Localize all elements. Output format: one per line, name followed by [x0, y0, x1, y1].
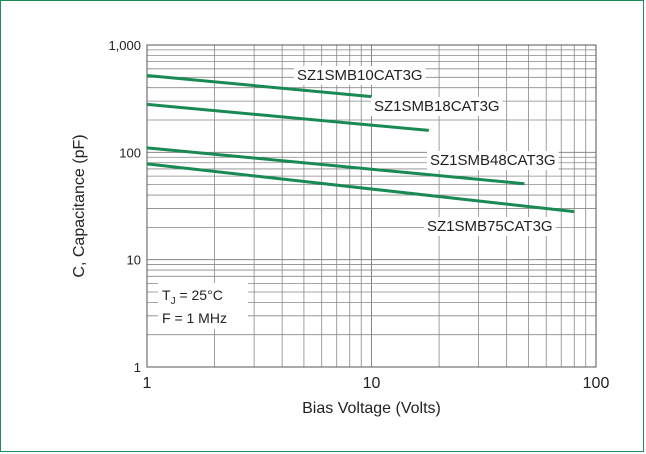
junction-temperature-label: TJ = 25°C [162, 287, 223, 307]
series-label-bg [424, 217, 556, 236]
plot-border [146, 44, 597, 368]
series-line [146, 73, 372, 99]
x-axis-label: Bias Voltage (Volts) [302, 400, 441, 417]
series-label-bg [294, 66, 426, 85]
series-label: SZ1SMB18CAT3G [374, 98, 500, 115]
series-line [146, 146, 525, 186]
series-line [146, 162, 575, 214]
y-tick-label: 1 [134, 360, 141, 375]
series-label: SZ1SMB48CAT3G [430, 152, 556, 169]
x-tick-label: 1 [143, 375, 152, 392]
x-tick-label: 100 [583, 375, 610, 392]
test-conditions-box [158, 283, 248, 329]
series-lines [146, 73, 575, 214]
frequency-label: F = 1 MHz [162, 310, 227, 326]
tj-prefix: T [162, 287, 171, 303]
series-label-bg [427, 151, 559, 170]
y-tick-labels: 1 10 100 1,000 [108, 38, 141, 375]
tj-value: = 25°C [176, 287, 223, 303]
series-label: SZ1SMB10CAT3G [297, 67, 423, 84]
test-conditions: TJ = 25°C F = 1 MHz [158, 283, 248, 329]
tj-subscript: J [171, 296, 176, 307]
series-label-bg [371, 97, 503, 116]
y-axis-label: C, Capacitance (pF) [71, 134, 88, 277]
x-tick-labels: 1 10 100 [143, 375, 610, 392]
y-tick-label: 1,000 [108, 38, 141, 53]
y-tick-label: 10 [127, 253, 141, 268]
x-tick-label: 10 [363, 375, 381, 392]
y-tick-label: 100 [119, 145, 141, 160]
series-line [146, 102, 429, 132]
series-labels: SZ1SMB10CAT3G SZ1SMB18CAT3G SZ1SMB48CAT3G S… [294, 66, 559, 236]
series-label: SZ1SMB75CAT3G [427, 218, 553, 235]
